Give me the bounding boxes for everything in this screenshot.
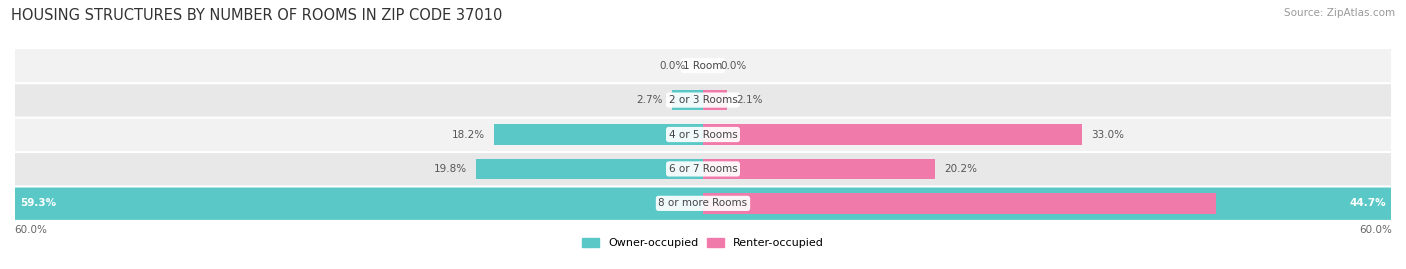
Text: 8 or more Rooms: 8 or more Rooms [658, 198, 748, 208]
FancyBboxPatch shape [14, 117, 1392, 152]
Bar [703, 193, 1216, 214]
FancyBboxPatch shape [14, 48, 1392, 83]
FancyBboxPatch shape [14, 151, 1392, 186]
Text: 18.2%: 18.2% [451, 129, 485, 140]
Text: HOUSING STRUCTURES BY NUMBER OF ROOMS IN ZIP CODE 37010: HOUSING STRUCTURES BY NUMBER OF ROOMS IN… [11, 8, 502, 23]
Text: 20.2%: 20.2% [945, 164, 977, 174]
Text: 1 Room: 1 Room [683, 61, 723, 71]
FancyBboxPatch shape [14, 186, 1392, 221]
Text: 59.3%: 59.3% [20, 198, 56, 208]
Text: 2 or 3 Rooms: 2 or 3 Rooms [669, 95, 737, 105]
Bar [672, 90, 703, 110]
Text: 2.1%: 2.1% [737, 95, 763, 105]
Legend: Owner-occupied, Renter-occupied: Owner-occupied, Renter-occupied [578, 233, 828, 253]
Text: 60.0%: 60.0% [1360, 225, 1392, 235]
Bar [494, 124, 703, 145]
Bar [703, 124, 1083, 145]
Bar [703, 90, 727, 110]
Bar [475, 159, 703, 179]
Text: 19.8%: 19.8% [433, 164, 467, 174]
Text: 2.7%: 2.7% [637, 95, 662, 105]
Text: 44.7%: 44.7% [1350, 198, 1386, 208]
FancyBboxPatch shape [14, 83, 1392, 118]
Text: 0.0%: 0.0% [720, 61, 747, 71]
Text: 0.0%: 0.0% [659, 61, 686, 71]
Text: Source: ZipAtlas.com: Source: ZipAtlas.com [1284, 8, 1395, 18]
Text: 6 or 7 Rooms: 6 or 7 Rooms [669, 164, 737, 174]
Text: 4 or 5 Rooms: 4 or 5 Rooms [669, 129, 737, 140]
Text: 33.0%: 33.0% [1091, 129, 1125, 140]
Text: 60.0%: 60.0% [14, 225, 46, 235]
Bar [703, 159, 935, 179]
Bar [22, 193, 703, 214]
